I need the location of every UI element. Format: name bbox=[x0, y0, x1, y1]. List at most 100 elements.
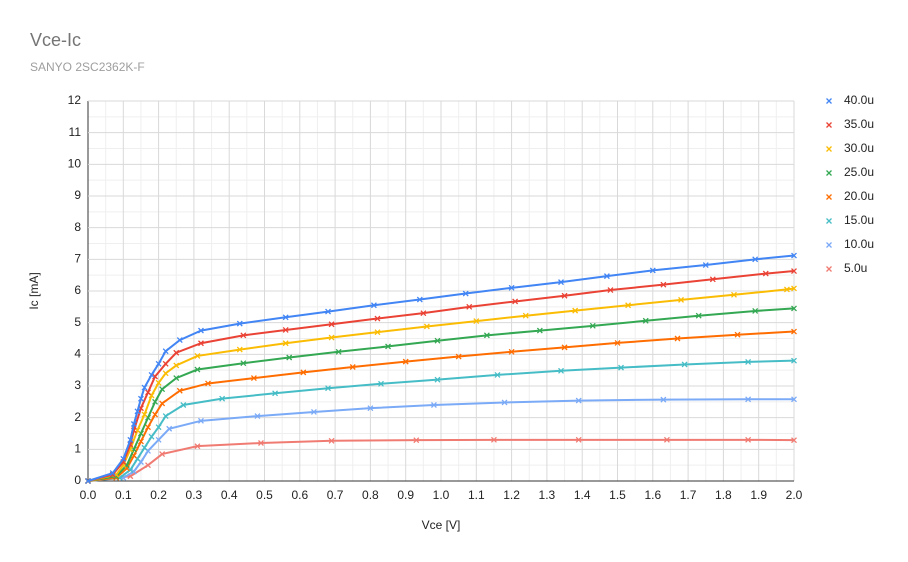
data-point bbox=[328, 437, 335, 444]
data-point bbox=[137, 438, 144, 445]
data-point bbox=[286, 354, 293, 361]
data-point bbox=[155, 424, 162, 431]
data-point bbox=[589, 322, 596, 329]
data-point bbox=[745, 396, 752, 403]
data-point bbox=[618, 364, 624, 371]
data-point bbox=[148, 371, 155, 378]
data-point bbox=[783, 286, 790, 293]
data-point bbox=[162, 348, 169, 355]
data-point bbox=[494, 371, 501, 378]
x-axis-label: Vce [V] bbox=[422, 518, 461, 532]
data-point bbox=[508, 348, 515, 355]
x-tick-label: 0.2 bbox=[150, 488, 167, 502]
x-tick-label: 1.7 bbox=[680, 488, 697, 502]
data-point bbox=[198, 417, 204, 424]
data-point bbox=[791, 305, 797, 312]
data-point bbox=[734, 331, 741, 338]
data-point bbox=[250, 375, 257, 382]
legend-marker bbox=[826, 242, 832, 248]
x-tick-label: 1.4 bbox=[574, 488, 591, 502]
y-tick-label: 3 bbox=[74, 378, 81, 392]
data-point bbox=[660, 396, 667, 403]
data-point bbox=[416, 296, 423, 303]
data-point bbox=[625, 302, 632, 309]
data-point bbox=[282, 326, 289, 333]
data-point bbox=[752, 256, 759, 263]
data-point bbox=[575, 436, 582, 443]
legend-marker bbox=[826, 218, 832, 224]
grid: 0.0 0.1 0.2 0.3 0.4 0.5 0.6 0.7 0.8 0.9 1.0 1.1 1.2 1… bbox=[68, 93, 803, 502]
x-tick-label: 0.5 bbox=[256, 488, 273, 502]
data-point bbox=[282, 314, 289, 321]
data-point bbox=[561, 292, 568, 299]
data-point bbox=[660, 281, 667, 288]
data-point bbox=[240, 332, 247, 339]
data-point bbox=[335, 348, 342, 355]
data-point bbox=[254, 413, 261, 420]
data-point bbox=[141, 411, 148, 418]
x-tick-label: 0.1 bbox=[115, 488, 132, 502]
data-point bbox=[282, 340, 289, 347]
data-point bbox=[159, 400, 166, 407]
data-point bbox=[176, 337, 183, 344]
data-point bbox=[501, 399, 508, 406]
data-point bbox=[681, 361, 688, 368]
x-tick-label: 1.1 bbox=[468, 488, 485, 502]
data-point bbox=[173, 375, 180, 382]
data-point bbox=[466, 303, 473, 310]
data-point bbox=[603, 273, 610, 280]
y-axis-label: Ic [mA] bbox=[27, 272, 41, 309]
data-point bbox=[434, 337, 441, 344]
data-point bbox=[402, 358, 409, 365]
data-point bbox=[508, 284, 515, 291]
legend-marker bbox=[826, 170, 832, 176]
data-point bbox=[258, 440, 264, 446]
data-point bbox=[374, 329, 381, 336]
data-point bbox=[162, 360, 169, 367]
data-point bbox=[695, 312, 702, 319]
x-tick-label: 1.9 bbox=[750, 488, 767, 502]
data-point bbox=[430, 402, 437, 408]
data-point bbox=[137, 395, 144, 402]
x-tick-label: 1.0 bbox=[433, 488, 450, 502]
data-point bbox=[236, 320, 243, 327]
data-point bbox=[490, 436, 497, 443]
data-point bbox=[176, 387, 183, 394]
data-point bbox=[483, 332, 490, 339]
data-point bbox=[678, 296, 684, 303]
data-point bbox=[325, 308, 331, 315]
legend-marker bbox=[826, 98, 832, 104]
data-point bbox=[614, 339, 621, 346]
data-point bbox=[702, 262, 709, 268]
data-point bbox=[159, 451, 166, 458]
y-tick-label: 7 bbox=[74, 252, 81, 266]
data-point bbox=[85, 478, 91, 484]
data-point bbox=[649, 267, 656, 274]
y-tick-label: 2 bbox=[74, 410, 81, 424]
y-tick-label: 6 bbox=[74, 283, 81, 297]
data-point bbox=[791, 396, 797, 403]
data-point bbox=[194, 443, 201, 450]
y-tick-label: 8 bbox=[74, 220, 81, 234]
series-line bbox=[87, 307, 795, 482]
data-point bbox=[155, 379, 162, 386]
data-point bbox=[575, 397, 582, 404]
x-tick-label: 0.8 bbox=[362, 488, 379, 502]
data-point bbox=[152, 398, 159, 405]
data-point bbox=[370, 302, 377, 309]
data-point bbox=[791, 252, 797, 259]
data-point bbox=[674, 335, 681, 342]
legend-label: 40.0u bbox=[844, 93, 874, 107]
data-point bbox=[378, 380, 384, 387]
x-tick-label: 0.0 bbox=[80, 488, 97, 502]
data-point bbox=[745, 358, 752, 365]
data-point bbox=[512, 298, 519, 305]
data-point bbox=[745, 436, 752, 443]
legend-marker bbox=[826, 122, 832, 128]
data-point bbox=[155, 436, 162, 443]
data-point bbox=[561, 344, 568, 351]
x-tick-label: 1.2 bbox=[503, 488, 520, 502]
x-tick-label: 0.6 bbox=[291, 488, 308, 502]
data-point bbox=[300, 369, 307, 376]
